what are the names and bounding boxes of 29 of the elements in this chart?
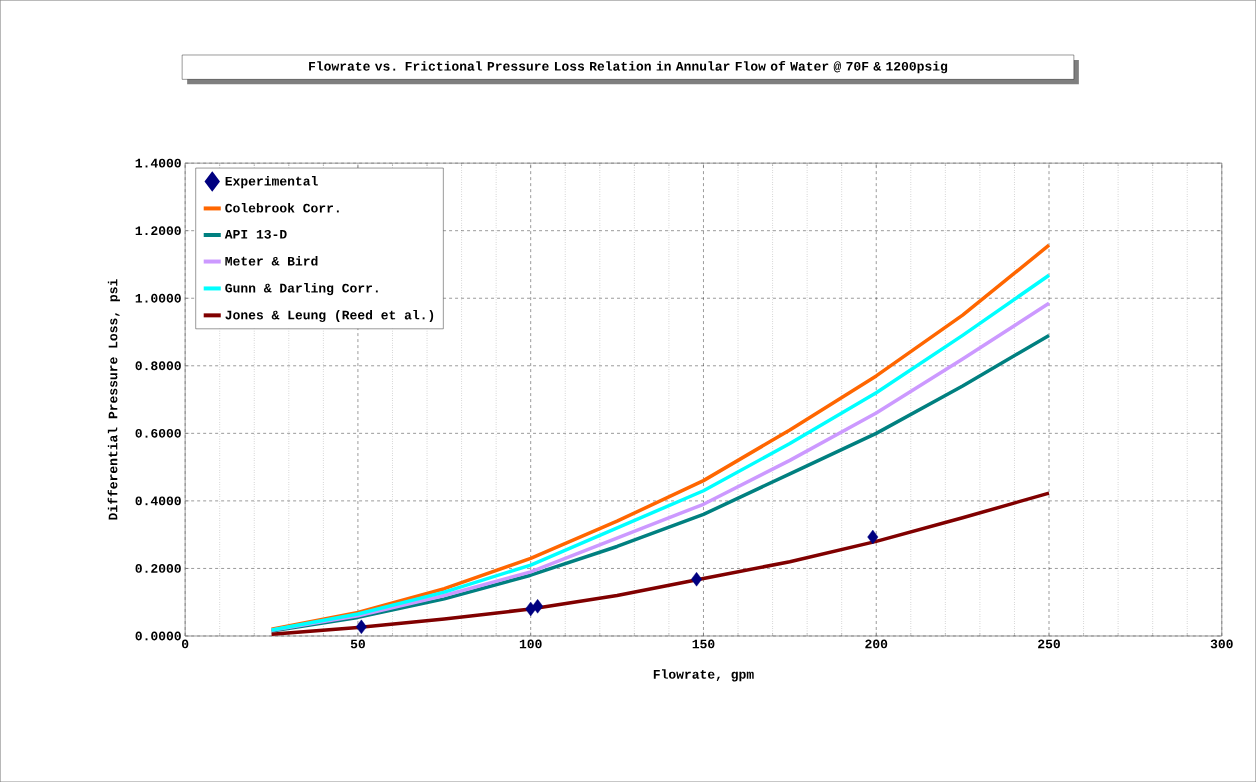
point <box>355 619 367 634</box>
x-tick-label: 250 <box>1038 639 1060 649</box>
point <box>867 529 879 545</box>
chart-title: Flowrate vs. Frictional Pressure Loss Relation in Annular Flow of Water @ 70F & 1200psig <box>309 60 948 74</box>
legend-label: Gunn & Darling Corr. <box>225 282 378 296</box>
legend-label: Colebrook Corr. <box>225 202 339 213</box>
x-tick-label: 150 <box>692 639 715 649</box>
y-tick-label: 0.6000 <box>135 428 181 438</box>
y-axis-title: Differential Pressure Loss, psi <box>107 279 120 520</box>
x-tick-label: 200 <box>865 639 888 649</box>
x-tick-label: 0 <box>181 639 189 649</box>
y-tick-label: 0.2000 <box>135 563 181 573</box>
y-tick-label: 1.0000 <box>135 293 181 303</box>
legend-label: Meter & Bird <box>225 256 318 266</box>
point <box>691 571 703 587</box>
x-tick-label: 100 <box>519 639 542 649</box>
y-tick-label: 1.4000 <box>135 158 181 168</box>
x-tick-label: 300 <box>1210 639 1233 649</box>
y-tick-label: 0.8000 <box>135 361 181 371</box>
y-tick-label: 0.4000 <box>135 496 181 506</box>
y-tick-label: 1.2000 <box>135 226 181 236</box>
legend-label: API 13-D <box>224 229 287 239</box>
point <box>532 599 544 614</box>
legend-label: Experimental <box>225 176 318 189</box>
x-axis-title: Flowrate, gpm <box>653 669 754 682</box>
legend-label: Jones & Leung (Reed et al.) <box>225 309 434 323</box>
line-series <box>269 491 1051 636</box>
x-tick-label: 50 <box>350 639 365 649</box>
y-tick-label: 0.0000 <box>135 631 181 641</box>
